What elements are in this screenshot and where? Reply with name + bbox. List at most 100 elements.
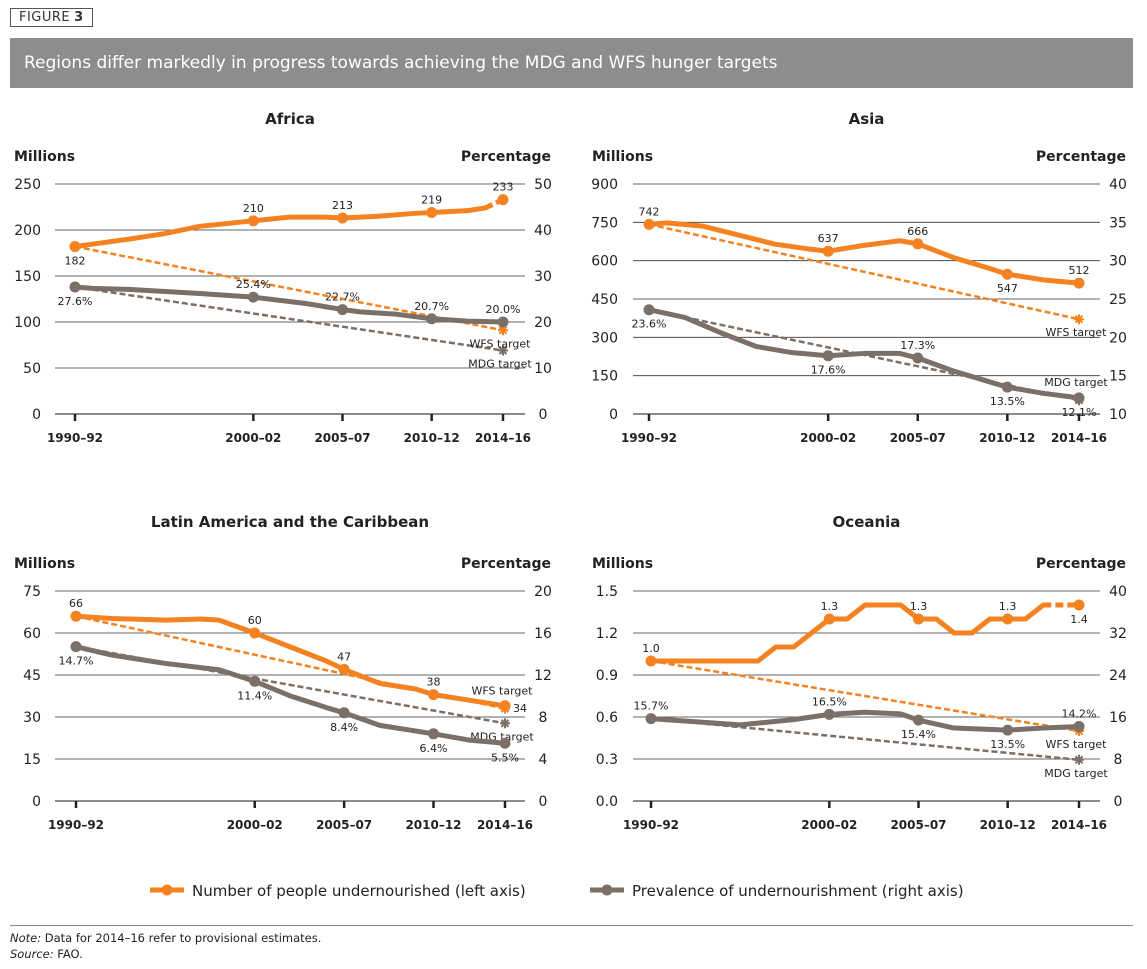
prevalence-point [645, 713, 657, 725]
note-prefix: Note: [10, 931, 42, 945]
left-tick-label: 0 [32, 407, 41, 423]
target-star-icon [1074, 754, 1084, 765]
left-tick-label: 0.6 [596, 710, 618, 726]
prevalence-data-label: 13.5% [990, 395, 1025, 408]
source-prefix: Source: [10, 947, 54, 961]
note-text: Data for 2014–16 refer to provisional es… [41, 931, 322, 945]
target-label: MDG target [1044, 376, 1108, 389]
x-tick-label: 1990–92 [623, 818, 679, 832]
figure-label: FIGURE 3 [10, 8, 93, 27]
x-tick-label: 2000–02 [225, 431, 281, 445]
right-tick-label: 35 [1109, 215, 1127, 231]
millions-point [499, 700, 511, 712]
millions-point [497, 194, 509, 206]
left-tick-label: 900 [591, 177, 618, 193]
legend-marker [161, 884, 173, 896]
x-tick-label: 1990–92 [47, 431, 103, 445]
right-tick-label: 40 [1109, 177, 1127, 193]
millions-data-label: 512 [1069, 264, 1090, 277]
millions-point [822, 245, 834, 257]
right-tick-label: 40 [1109, 584, 1127, 600]
left-tick-label: 1.2 [596, 626, 618, 642]
prevalence-point [643, 304, 655, 316]
prevalence-data-label: 14.2% [1062, 707, 1097, 720]
target-line [74, 285, 504, 352]
left-tick-label: 150 [591, 369, 618, 385]
right-tick-label: 30 [1109, 254, 1127, 270]
left-axis-label: Millions [14, 149, 75, 165]
right-tick-label: 8 [539, 710, 548, 726]
prevalence-data-label: 6.4% [420, 742, 448, 755]
millions-data-label: 547 [997, 282, 1018, 295]
legend-label: Prevalence of undernourishment (right ax… [632, 882, 964, 900]
prevalence-data-label: 27.6% [58, 295, 93, 308]
right-axis-label: Percentage [461, 556, 551, 572]
prevalence-data-label: 13.5% [990, 738, 1025, 751]
prevalence-data-label: 15.7% [634, 700, 669, 713]
millions-point [823, 613, 835, 625]
prevalence-point [70, 641, 82, 653]
right-tick-label: 24 [1109, 668, 1127, 684]
prevalence-point [912, 352, 924, 364]
x-tick-label: 2010–12 [405, 818, 461, 832]
millions-data-label: 1.0 [642, 642, 660, 655]
millions-point [247, 215, 259, 227]
x-tick-label: 2000–02 [227, 818, 283, 832]
millions-data-label: 182 [65, 255, 86, 268]
millions-point [1001, 268, 1013, 280]
millions-data-label: 60 [248, 614, 262, 627]
millions-line [648, 602, 1046, 664]
x-tick-label: 2005–07 [316, 818, 372, 832]
millions-line [646, 220, 1082, 286]
left-tick-label: 450 [591, 292, 618, 308]
x-tick-label: 1990–92 [621, 431, 677, 445]
prevalence-point [913, 714, 924, 726]
right-tick-label: 30 [534, 269, 552, 285]
millions-data-label: 38 [427, 676, 441, 689]
target-line [650, 659, 1080, 733]
millions-data-label: 213 [332, 199, 353, 212]
right-tick-label: 20 [1109, 330, 1127, 346]
left-tick-label: 30 [23, 710, 41, 726]
millions-point [643, 218, 655, 230]
prevalence-point [337, 304, 348, 316]
prevalence-data-label: 5.5% [491, 751, 519, 764]
right-tick-label: 50 [534, 177, 552, 193]
prevalence-point [338, 707, 350, 719]
left-tick-label: 0.3 [596, 752, 618, 768]
x-tick-label: 2014–16 [1051, 818, 1107, 832]
right-tick-label: 16 [1109, 710, 1127, 726]
prevalence-point [497, 316, 509, 328]
millions-data-label: 219 [421, 194, 442, 207]
millions-point [912, 238, 924, 250]
prevalence-data-label: 8.4% [330, 721, 358, 734]
millions-line [72, 205, 488, 250]
right-tick-label: 4 [539, 752, 548, 768]
prevalence-line [73, 644, 508, 746]
x-tick-label: 2010–12 [404, 431, 460, 445]
x-tick-label: 2000–02 [801, 818, 857, 832]
left-tick-label: 150 [14, 269, 41, 285]
right-axis-label: Percentage [461, 149, 551, 165]
right-tick-label: 12 [534, 668, 552, 684]
target-star-icon [1074, 314, 1084, 325]
x-tick-label: 2005–07 [890, 818, 946, 832]
left-tick-label: 0 [609, 407, 618, 423]
right-tick-label: 0 [539, 407, 548, 423]
left-tick-label: 250 [14, 177, 41, 193]
legend-marker [601, 884, 613, 896]
x-tick-label: 2010–12 [979, 431, 1035, 445]
right-tick-label: 8 [1114, 752, 1123, 768]
right-tick-label: 40 [534, 223, 552, 239]
prevalence-data-label: 20.0% [486, 303, 521, 316]
target-star-icon [500, 718, 510, 729]
right-tick-label: 10 [1109, 407, 1127, 423]
left-tick-label: 750 [591, 215, 618, 231]
prevalence-data-label: 22.7% [325, 291, 360, 304]
left-tick-label: 45 [23, 668, 41, 684]
millions-data-label: 233 [493, 181, 514, 194]
prevalence-data-label: 20.7% [414, 300, 449, 313]
x-tick-label: 2000–02 [800, 431, 856, 445]
millions-data-label: 637 [818, 232, 839, 245]
